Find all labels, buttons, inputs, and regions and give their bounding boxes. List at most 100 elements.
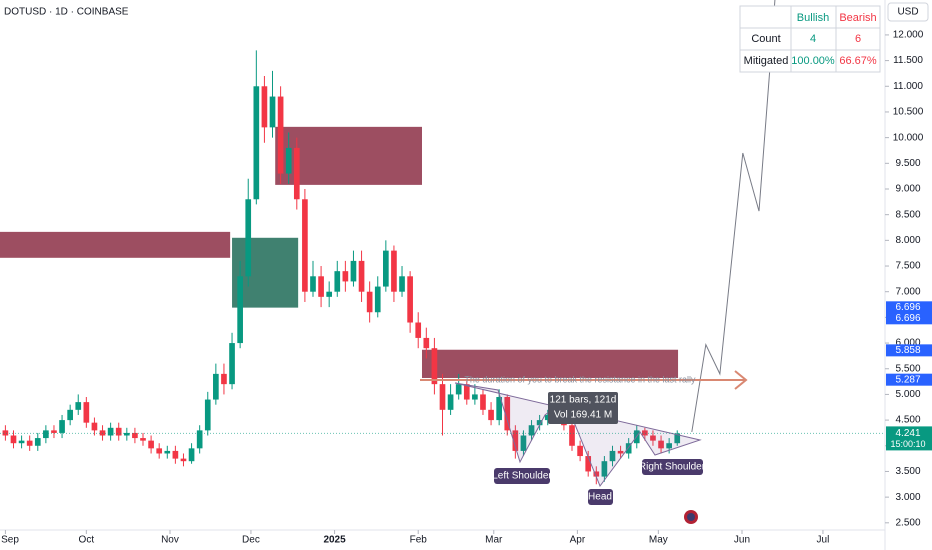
candle-body: [180, 458, 187, 462]
candle-body: [148, 440, 154, 449]
price-tag-label: 5.287: [895, 374, 920, 385]
price-tag-label: 6.696: [895, 313, 920, 324]
table-cell: 66.67%: [839, 55, 877, 67]
candle-body: [10, 435, 17, 444]
candle-body: [431, 348, 438, 385]
pattern-label: Head: [588, 492, 612, 503]
pattern-label: Right Shoulder: [639, 462, 706, 473]
candle-body: [59, 420, 65, 433]
candle-body: [253, 86, 260, 200]
x-tick-label: Feb: [410, 535, 428, 546]
y-tick-label: 3.000: [895, 492, 920, 503]
candle-body: [326, 291, 333, 297]
candle-body: [463, 384, 470, 400]
candle-body: [302, 199, 308, 292]
candle-body: [123, 432, 130, 436]
y-tick-label: 3.500: [895, 466, 920, 477]
y-tick-label: 8.000: [895, 235, 920, 246]
table-cell: Mitigated: [744, 55, 789, 67]
candle-body: [407, 276, 413, 323]
candle-body: [593, 471, 600, 477]
price-tag-label: 4.241: [895, 428, 920, 439]
candle-body: [569, 425, 575, 446]
candle-body: [391, 250, 397, 292]
candle-body: [132, 432, 138, 439]
x-tick-label: Oct: [79, 535, 95, 546]
zone: [275, 126, 422, 185]
price-tag: [886, 312, 932, 325]
table-cell: 6: [855, 33, 861, 45]
candle-body: [383, 250, 389, 287]
y-tick-label: 7.500: [895, 261, 920, 272]
candle-body: [204, 399, 211, 431]
price-tag-label: 5.858: [895, 345, 920, 356]
candle-body: [366, 291, 373, 313]
y-tick-label: 2.500: [895, 517, 920, 528]
table-cell: Count: [751, 33, 780, 45]
price-tag: [886, 301, 932, 314]
candle-body: [26, 440, 33, 446]
candle-body: [415, 322, 422, 338]
candle-body: [658, 440, 664, 449]
candle-body: [350, 260, 357, 282]
price-tag: [886, 373, 932, 386]
candle-body: [115, 427, 122, 436]
candle-body: [625, 443, 632, 454]
y-tick-label: 9.500: [895, 158, 920, 169]
tooltip-text: Vol 169.41 M: [554, 410, 612, 421]
table-cell: 100.00%: [791, 55, 835, 67]
candle-body: [213, 373, 219, 400]
candle-body: [196, 430, 203, 449]
price-tag: [886, 426, 932, 451]
x-tick-label: 2025: [323, 535, 346, 546]
candle-body: [374, 286, 381, 313]
tooltip: [548, 392, 618, 424]
candle-body: [293, 147, 300, 200]
label-box: [642, 459, 703, 475]
table-header: Bearish: [839, 12, 876, 24]
candle-body: [334, 271, 341, 292]
y-tick-label: 4.500: [895, 415, 920, 426]
candle-body: [666, 443, 672, 449]
candle-body: [358, 260, 365, 292]
y-tick-label: 11.500: [893, 55, 923, 66]
countdown: 15:00:10: [890, 439, 925, 449]
candle-body: [609, 450, 616, 462]
y-tick-label: 11.000: [893, 81, 923, 92]
candle-body: [455, 384, 462, 395]
zone: [0, 231, 231, 258]
candle-body: [261, 86, 268, 128]
candle-body: [269, 96, 276, 128]
chart-title: DOTUSD · 1D · COINBASE: [4, 7, 129, 18]
candle-body: [164, 450, 171, 454]
price-tag-label: 6.696: [895, 302, 920, 313]
candle-body: [536, 420, 543, 426]
candle-body: [399, 276, 405, 292]
candle-body: [447, 394, 454, 410]
x-tick-label: Jun: [734, 535, 750, 546]
candle-body: [51, 430, 57, 433]
candle-body: [18, 440, 25, 444]
candle-body: [496, 396, 502, 421]
candle-body: [601, 461, 608, 477]
candle-body: [674, 433, 681, 444]
candle-body: [2, 430, 9, 436]
y-tick-label: 6.000: [895, 338, 920, 349]
currency-box[interactable]: [887, 2, 929, 22]
candle-body: [310, 276, 316, 292]
candle-body: [277, 96, 284, 174]
y-tick-label: 8.500: [895, 209, 920, 220]
axes: 2.5003.0003.5004.0004.5005.0005.5006.000…: [0, 30, 932, 546]
price-tag: [886, 344, 932, 357]
candle-body: [229, 343, 235, 385]
head-shoulders-pattern: [454, 382, 702, 488]
table-header: Bullish: [797, 12, 829, 24]
tooltip-text: 121 bars, 121d: [550, 395, 617, 406]
candle-body: [528, 425, 535, 436]
candle-body: [512, 430, 519, 451]
x-tick-label: May: [649, 535, 668, 546]
candle-body: [285, 147, 292, 174]
x-tick-label: Dec: [242, 535, 260, 546]
y-tick-label: 10.500: [893, 107, 924, 118]
